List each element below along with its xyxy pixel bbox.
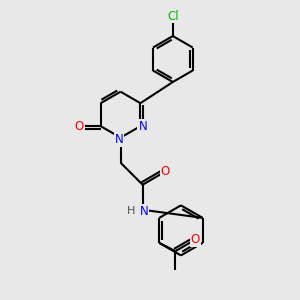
Text: Cl: Cl: [167, 10, 178, 22]
Text: N: N: [140, 205, 148, 218]
Text: O: O: [161, 165, 170, 178]
Text: N: N: [115, 133, 124, 146]
Text: O: O: [190, 233, 200, 246]
Text: N: N: [138, 120, 147, 133]
Text: O: O: [74, 120, 84, 133]
Text: H: H: [127, 206, 136, 216]
